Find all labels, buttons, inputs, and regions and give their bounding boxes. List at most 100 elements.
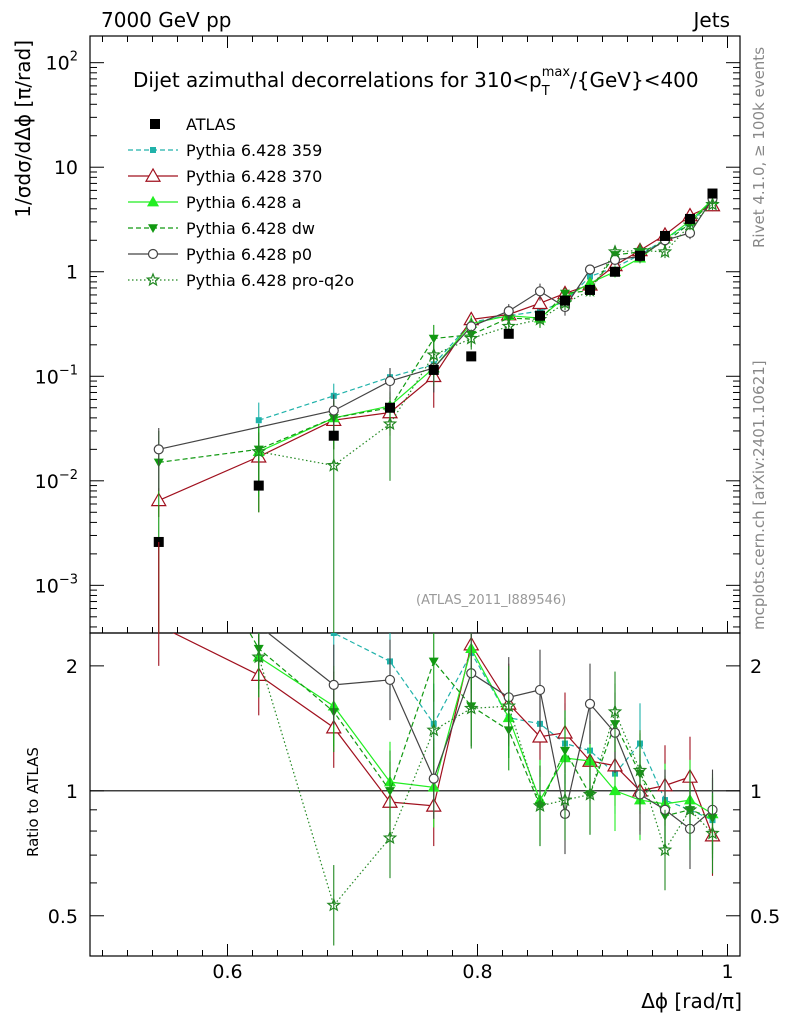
- main-series-group: [150, 188, 721, 633]
- atlas-data-point: [585, 284, 595, 295]
- pythia-6-428-pro-q2o-point: [251, 444, 267, 458]
- y-tick-label: 1: [66, 262, 78, 284]
- pythia-6-428-p0-ratio-point: [254, 621, 263, 630]
- analysis-tag: (ATLAS_2011_I889546): [416, 593, 566, 608]
- legend-label-atlas: ATLAS: [186, 115, 236, 134]
- ratio-tick-label: 2: [66, 656, 78, 678]
- y-axis-label: 1/σdσ/dΔϕ [π/rad]: [11, 40, 35, 218]
- pythia-6-428-p0-ratio-line: [267, 633, 713, 830]
- pythia-6-428-dw-ratio-line: [249, 633, 713, 819]
- pythia-6-428-370-point: [531, 295, 549, 310]
- legend-marker-pythia-6-428-a: [146, 195, 160, 207]
- pythia-6-428-359-ratio-point: [256, 529, 262, 535]
- pythia-6-428-dw-ratio-point: [560, 746, 570, 756]
- pythia-6-428-pro-q2o-ratio-point: [426, 722, 442, 737]
- y-tick-exponent: −1: [59, 363, 78, 378]
- legend-marker-pythia-6-428-p0: [147, 248, 159, 260]
- pythia-6-428-p0-point: [153, 444, 164, 455]
- x-axis-label: Δϕ [rad/π]: [641, 989, 742, 1013]
- y-tick-base: 10: [54, 157, 78, 179]
- y-tick-base: 10: [35, 575, 59, 597]
- legend-label-pythia-6-428-359: Pythia 6.428 359: [186, 141, 322, 160]
- atlas-data-point: [707, 188, 718, 199]
- y-tick-label: 10−1: [35, 363, 78, 388]
- legend-marker-pythia-6-428-pro-q2o: [145, 272, 161, 287]
- pythia-6-428-a-ratio-line: [258, 647, 713, 815]
- y-tick-base: 1: [66, 262, 78, 284]
- legend: ATLAS Pythia 6.428 359 Pythia 6.428 370 Pyt…: [128, 115, 354, 290]
- ratio-series-group: [158, 529, 721, 946]
- pythia-6-428-pro-q2o-point: [463, 330, 479, 345]
- chart-title-sub: T: [541, 84, 550, 99]
- pythia-6-428-pro-q2o-line: [258, 204, 713, 467]
- energy-label: 7000 GeV pp: [101, 8, 232, 32]
- legend-label-pythia-6-428-pro-q2o: Pythia 6.428 pro-q2o: [186, 271, 354, 290]
- pythia-6-428-p0-ratio-point: [384, 674, 396, 686]
- atlas-data-point: [328, 430, 339, 441]
- pythia-6-428-359-line: [258, 200, 713, 421]
- pythia-6-428-pro-q2o-ratio-point: [251, 649, 267, 664]
- pythia-6-428-p0-ratio-point: [428, 773, 439, 784]
- pythia-6-428-a-line: [258, 199, 713, 453]
- pythia-6-428-370-ratio-point: [531, 728, 549, 743]
- pythia-6-428-pro-q2o-ratio-point: [463, 700, 479, 715]
- legend-label-pythia-6-428-370: Pythia 6.428 370: [186, 167, 322, 186]
- legend-label-pythia-6-428-a: Pythia 6.428 a: [186, 193, 302, 212]
- x-tick-label: 0.6: [212, 961, 242, 983]
- y-tick-label: 10: [54, 157, 78, 179]
- atlas-data-point: [560, 295, 570, 306]
- x-tick-label: 0.8: [462, 961, 492, 983]
- atlas-data-point: [503, 328, 514, 339]
- rivet-label: Rivet 4.1.0, ≥ 100k events: [750, 47, 768, 248]
- atlas-data-point: [428, 364, 439, 375]
- pythia-6-428-dw-ratio-point: [428, 657, 439, 667]
- y-tick-base: 10: [35, 366, 59, 388]
- y-tick-base: 10: [46, 53, 70, 75]
- y-tick-base: 10: [35, 471, 59, 493]
- legend-marker-pythia-6-428-359: [150, 147, 156, 153]
- ratio-tick-label: 0.5: [48, 906, 78, 928]
- atlas-data-point: [535, 310, 545, 321]
- chart-title-sup: max: [542, 65, 571, 80]
- pythia-6-428-pro-q2o-ratio-point: [557, 792, 573, 807]
- pythia-6-428-pro-q2o-point: [705, 196, 720, 211]
- legend-marker-atlas: [150, 119, 160, 129]
- pythia-6-428-dw-point: [428, 334, 439, 344]
- atlas-data-point: [466, 351, 477, 362]
- pythia-6-428-a-ratio-point: [608, 784, 622, 796]
- pythia-6-428-pro-q2o-ratio-point: [326, 897, 342, 912]
- pythia-6-428-pro-q2o-ratio-point: [501, 698, 517, 713]
- mcplots-label: mcplots.cern.ch [arXiv:2401.10621]: [750, 360, 768, 630]
- ratio-tick-label-right: 2: [750, 656, 762, 678]
- y-tick-exponent: 2: [70, 50, 78, 65]
- pythia-6-428-pro-q2o-ratio-point: [705, 825, 720, 840]
- legend-label-pythia-6-428-p0: Pythia 6.428 p0: [186, 245, 312, 264]
- pythia-6-428-dw-ratio-point: [385, 787, 395, 796]
- pythia-6-428-pro-q2o-ratio-point: [682, 802, 698, 817]
- legend-marker-pythia-6-428-370: [144, 167, 162, 182]
- ratio-tick-label: 1: [66, 781, 78, 803]
- atlas-data-point: [610, 266, 620, 277]
- chart-title-end: /{GeV}<400: [570, 68, 699, 92]
- legend-label-pythia-6-428-dw: Pythia 6.428 dw: [186, 219, 315, 238]
- pythia-6-428-pro-q2o-point: [382, 416, 398, 431]
- chart-title: Dijet azimuthal decorrelations for 310<p…: [133, 65, 699, 99]
- pythia-6-428-pro-q2o-ratio-point: [532, 798, 548, 813]
- pythia-6-428-p0-point: [384, 375, 396, 387]
- y-tick-exponent: −2: [59, 468, 78, 483]
- y-tick-label: 10−3: [35, 572, 78, 597]
- pythia-6-428-p0-ratio-point: [584, 698, 596, 709]
- pythia-6-428-359-point: [255, 417, 262, 424]
- x-axis: 0.6 0.8 1: [102, 36, 734, 983]
- pythia-6-428-pro-q2o-point: [607, 244, 623, 259]
- atlas-data-point: [253, 480, 264, 491]
- pythia-6-428-pro-q2o-point: [426, 347, 442, 362]
- pythia-6-428-pro-q2o-point: [326, 457, 342, 472]
- pythia-6-428-p0-point: [534, 286, 546, 297]
- pythia-6-428-pro-q2o-ratio-point: [657, 842, 673, 857]
- pythia-6-428-pro-q2o-ratio-point: [582, 786, 598, 801]
- ratio-plot-frame: [89, 632, 741, 957]
- ratio-tick-label-right: 1: [750, 781, 762, 803]
